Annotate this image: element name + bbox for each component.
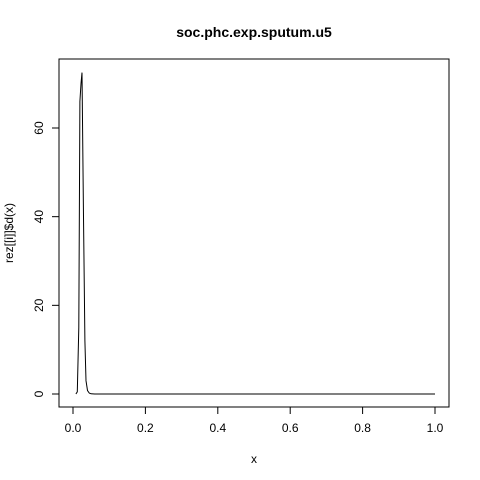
x-tick-label: 1.0 <box>427 421 444 435</box>
y-axis-label: rez[[i]]$d(x) <box>2 203 16 263</box>
chart-title: soc.phc.exp.sputum.u5 <box>176 24 332 40</box>
plot-frame <box>58 58 450 408</box>
y-tick-label: 20 <box>32 298 46 312</box>
y-tick-label: 40 <box>32 210 46 224</box>
x-tick-label: 0.2 <box>137 421 154 435</box>
x-tick-label: 0.4 <box>209 421 226 435</box>
x-axis-label: x <box>251 452 257 466</box>
x-axis: 0.0 0.2 0.4 0.6 0.8 1.0 <box>65 406 444 435</box>
x-tick-label: 0.6 <box>282 421 299 435</box>
y-tick-label: 0 <box>32 390 46 397</box>
y-axis: 0 20 40 60 <box>32 121 60 397</box>
y-tick-label: 60 <box>32 121 46 135</box>
x-tick-label: 0.8 <box>354 421 371 435</box>
x-tick-label: 0.0 <box>65 421 82 435</box>
density-line <box>75 72 435 395</box>
